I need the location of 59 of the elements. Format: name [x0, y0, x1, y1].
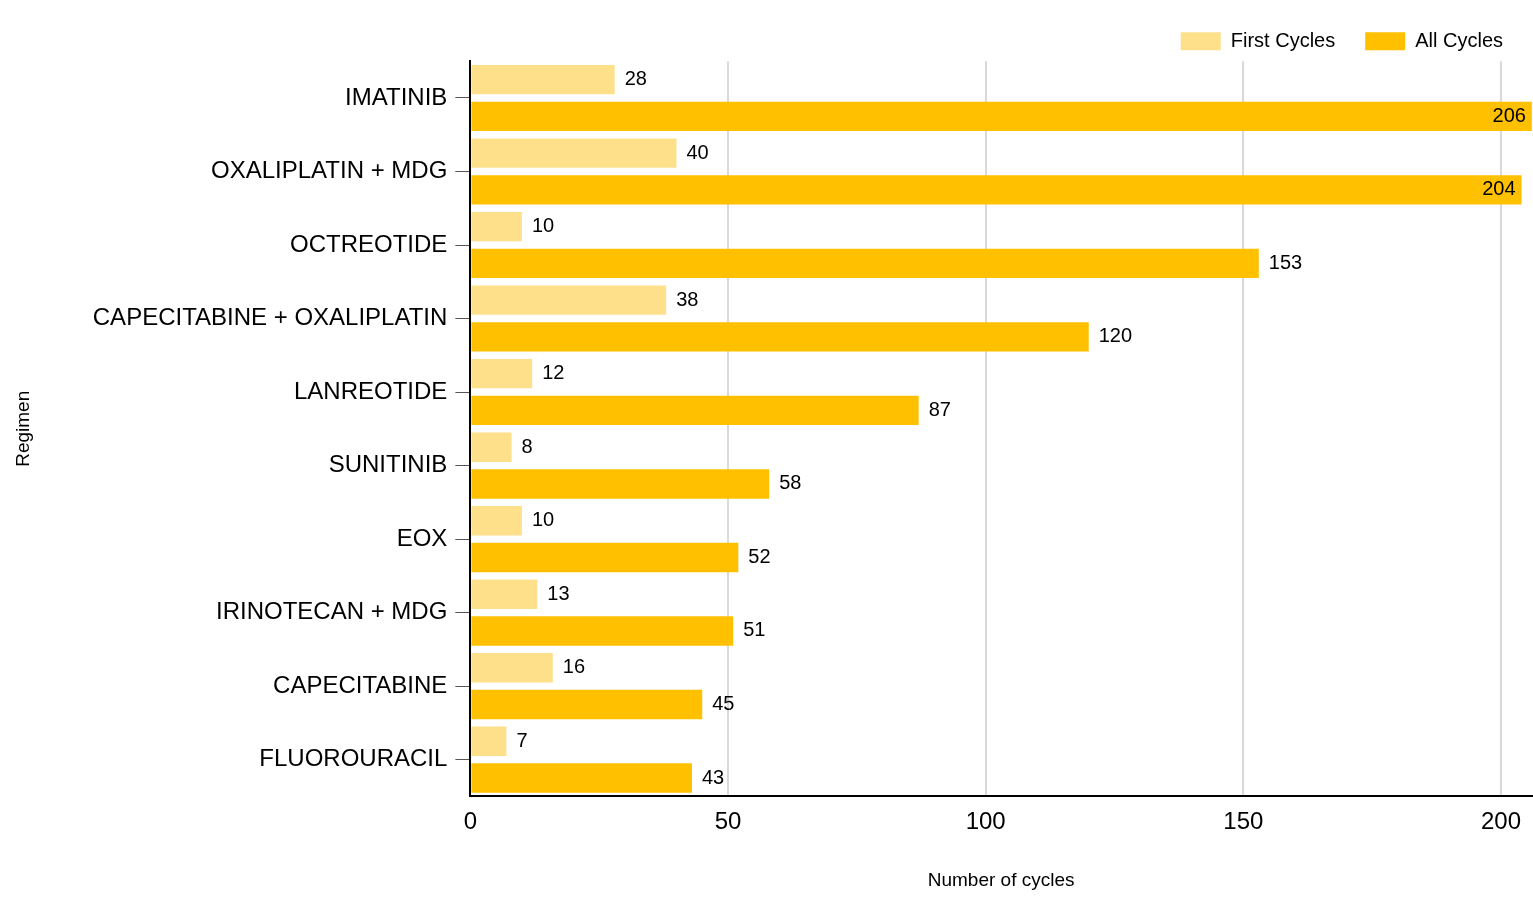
y-tick-label: CAPECITABINE	[273, 670, 448, 698]
bar	[471, 138, 677, 168]
data-label: 8	[521, 434, 533, 457]
data-label: 38	[676, 287, 699, 310]
data-label: 7	[516, 728, 528, 751]
bar	[471, 64, 615, 95]
x-tick-label: 0	[463, 807, 478, 835]
bar	[471, 322, 1089, 352]
y-tick-label: OCTREOTIDE	[290, 229, 448, 257]
data-label: 40	[686, 140, 709, 163]
y-tick-label: IMATINIB	[345, 82, 448, 110]
bar	[471, 175, 1522, 205]
bar	[471, 395, 919, 426]
bar	[471, 469, 770, 499]
bar	[471, 542, 739, 573]
y-tick-label: IRINOTECAN + MDG	[215, 597, 448, 625]
bar	[471, 211, 522, 242]
y-axis-title: Regimen	[11, 390, 33, 467]
data-label: 204	[1482, 177, 1516, 200]
data-label: 43	[701, 765, 725, 788]
data-label: 51	[743, 618, 766, 641]
data-label: 13	[547, 581, 570, 604]
y-tick-label: OXALIPLATIN + MDG	[211, 156, 448, 184]
bar	[471, 506, 522, 536]
bar	[471, 653, 553, 683]
x-tick-label: 50	[714, 807, 742, 835]
data-label: 52	[748, 544, 771, 567]
y-tick-label: EOX	[396, 523, 448, 551]
x-tick-label: 100	[965, 807, 1006, 835]
data-label: 45	[712, 692, 735, 715]
bar	[471, 763, 692, 793]
bar	[471, 432, 512, 462]
bar	[471, 248, 1259, 279]
data-label: 153	[1268, 250, 1303, 273]
x-axis-title: Number of cycles	[927, 868, 1075, 890]
data-label: 10	[531, 214, 555, 237]
y-tick-label: FLUOROURACIL	[259, 744, 448, 772]
x-tick-label: 150	[1223, 807, 1264, 835]
bar	[471, 616, 734, 646]
data-label: 120	[1098, 324, 1133, 347]
legend-label: All Cycles	[1415, 28, 1503, 51]
data-label: 28	[624, 67, 647, 90]
y-tick-label: LANREOTIDE	[293, 376, 448, 404]
data-label: 206	[1492, 103, 1526, 126]
data-label: 12	[542, 361, 565, 384]
bar	[471, 101, 1532, 132]
bar	[471, 689, 703, 720]
data-label: 87	[928, 397, 951, 420]
data-label: 16	[562, 655, 586, 678]
bar	[471, 579, 538, 609]
legend-label: First Cycles	[1230, 28, 1336, 51]
bar	[471, 285, 667, 315]
data-label: 10	[531, 508, 555, 531]
x-tick-label: 200	[1480, 807, 1521, 835]
y-tick-label: SUNITINIB	[328, 450, 448, 478]
bar	[471, 726, 507, 756]
data-label: 58	[779, 471, 802, 494]
y-tick-label: CAPECITABINE + OXALIPLATIN	[92, 303, 448, 331]
bar	[471, 358, 533, 389]
